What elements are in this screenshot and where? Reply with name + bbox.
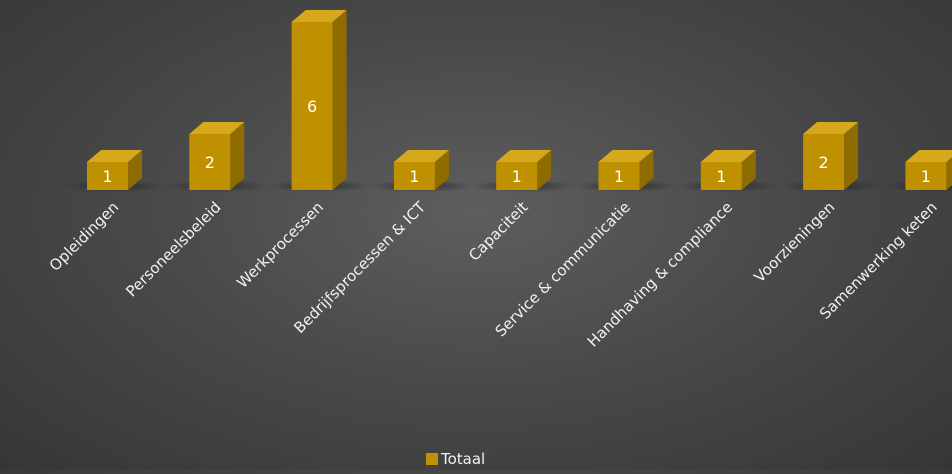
bar: 6 (292, 10, 347, 190)
category-label: Voorzieningen (751, 198, 839, 286)
bar: 1 (701, 150, 756, 190)
bar-side-face (230, 122, 244, 190)
category-label: Capaciteit (465, 198, 532, 265)
bar-top-face (905, 150, 952, 162)
bar: 1 (87, 150, 142, 190)
bar: 1 (905, 150, 952, 190)
category-label: Samenwerking keten (816, 198, 941, 323)
bar-data-label: 1 (921, 167, 931, 186)
category-label: Personeelsbeleid (122, 198, 224, 300)
category-label: Opleidingen (46, 198, 123, 275)
legend-label: Totaal (440, 450, 485, 468)
bar-data-label: 1 (716, 167, 726, 186)
legend: Totaal (426, 450, 485, 468)
bar-data-label: 1 (409, 167, 419, 186)
bar: 1 (394, 150, 449, 190)
bar-side-face (333, 10, 347, 190)
bar-series-totaal: 1 2 6 1 1 1 1 2 1 (87, 10, 952, 190)
bar: 2 (803, 122, 858, 190)
bar: 1 (496, 150, 551, 190)
bar: 2 (189, 122, 244, 190)
bar-data-label: 1 (614, 167, 624, 186)
legend-swatch (426, 453, 438, 465)
bar-data-label: 2 (819, 153, 829, 172)
bar-data-label: 1 (512, 167, 522, 186)
bar-data-label: 6 (307, 97, 317, 116)
bar: 1 (599, 150, 654, 190)
category-label: Werkprocessen (233, 198, 327, 292)
bar-data-label: 2 (205, 153, 215, 172)
bar-data-label: 1 (102, 167, 112, 186)
